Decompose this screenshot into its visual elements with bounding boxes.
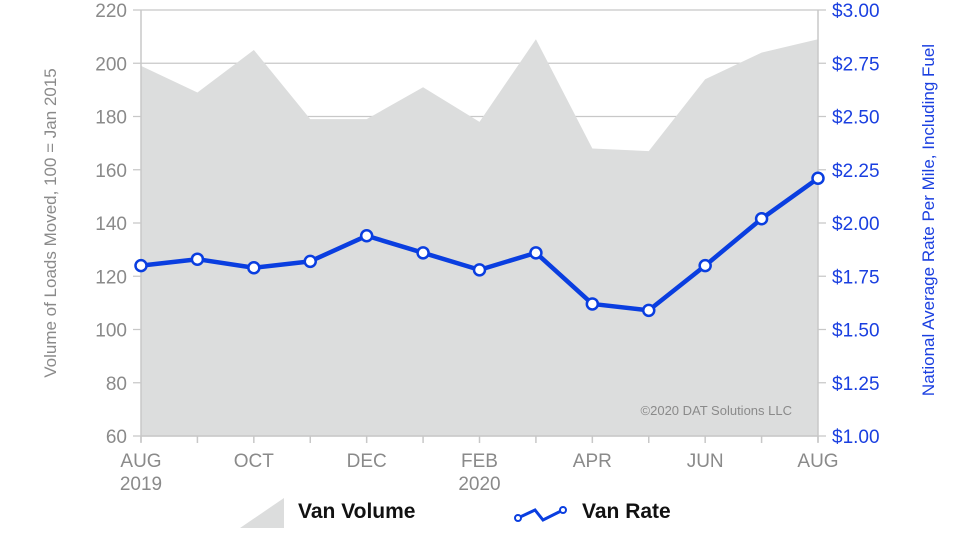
van-rate-point <box>359 229 374 243</box>
van-rate-point <box>811 171 825 186</box>
van-volume-area-shape <box>141 39 818 436</box>
right-axis-tick-label: $2.50 <box>832 108 880 129</box>
left-axis-tick-label: 60 <box>106 427 127 448</box>
legend-van-volume: Van Volume <box>298 500 416 523</box>
right-axis-tick-label: $1.75 <box>832 267 880 288</box>
van-rate-point <box>247 260 261 275</box>
left-axis-tick-label: 120 <box>95 267 127 288</box>
van-rate-line <box>134 171 825 318</box>
left-axis-tick-label: 220 <box>95 1 127 22</box>
van-rate-point <box>190 252 205 266</box>
legend-rate-icon <box>514 506 567 522</box>
right-axis-tick-label: $2.75 <box>832 54 880 75</box>
x-axis-tick-label: FEB <box>461 451 498 472</box>
legend-van-rate: Van Rate <box>582 500 671 523</box>
x-axis-tick-label: DEC <box>347 451 387 472</box>
van-rate-point <box>585 297 600 311</box>
right-axis-tick-label: $2.25 <box>832 161 880 182</box>
copyright-annotation: ©2020 DAT Solutions LLC <box>641 403 792 418</box>
x-axis-tick-label: AUG <box>797 451 838 472</box>
van-rate-point <box>754 211 769 226</box>
left-axis-tick-label: 200 <box>95 54 127 75</box>
van-rate-point <box>416 246 430 260</box>
x-axis-year-label: 2020 <box>458 474 500 495</box>
van-rate-point <box>303 254 317 269</box>
van-rate-point <box>529 246 543 260</box>
van-volume-area <box>141 39 818 436</box>
x-axis-tick-label: AUG <box>120 451 161 472</box>
left-axis-tick-label: 80 <box>106 374 127 395</box>
right-axis-tick-label: $1.25 <box>832 374 880 395</box>
right-axis-tick-label: $2.00 <box>832 214 880 235</box>
left-axis-title: Volume of Loads Moved, 100 = Jan 2015 <box>41 68 60 378</box>
left-axis-tick-label: 140 <box>95 214 127 235</box>
van-rate-point <box>642 303 656 318</box>
van-rate-point <box>134 258 148 273</box>
left-axis-tick-label: 160 <box>95 161 127 182</box>
van-rate-point <box>698 258 712 273</box>
axes: 60 80 100 120 140 160 180 200 220 $1.00 $1.25 $1.50… <box>95 1 879 495</box>
x-axis-tick-label: OCT <box>234 451 275 472</box>
van-rate-point <box>472 263 487 277</box>
x-axis-tick-label: JUN <box>687 451 724 472</box>
right-axis-tick-label: $1.50 <box>832 321 880 342</box>
right-axis-tick-label: $3.00 <box>832 1 880 22</box>
right-axis-title: National Average Rate Per Mile, Includin… <box>919 44 938 396</box>
x-axis-year-label: 2019 <box>120 474 162 495</box>
x-axis-tick-label: APR <box>573 451 612 472</box>
left-axis-tick-label: 100 <box>95 321 127 342</box>
left-axis-tick-label: 180 <box>95 108 127 129</box>
right-axis-tick-label: $1.00 <box>832 427 880 448</box>
legend-volume-icon <box>240 498 284 528</box>
